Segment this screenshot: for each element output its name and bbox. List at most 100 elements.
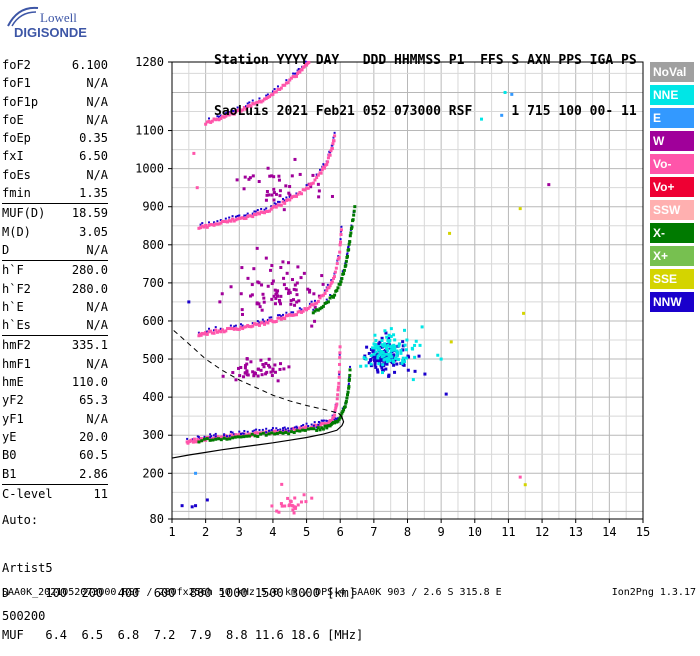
trace-point	[326, 160, 330, 164]
cluster-point	[277, 174, 281, 178]
cluster-point	[384, 345, 388, 349]
cluster-point	[389, 327, 393, 331]
station-header: Station YYYY DAY DDD HHMMSS P1 FFS S AXN…	[214, 18, 637, 137]
trace-point	[261, 318, 264, 321]
cluster-point	[271, 279, 275, 283]
trace-point	[323, 291, 327, 295]
x-tick-label: 9	[438, 525, 445, 539]
trace-point	[247, 432, 251, 436]
cluster-point	[271, 369, 275, 373]
trace-point	[192, 437, 196, 441]
trace-point	[266, 318, 269, 321]
trace-point	[338, 345, 342, 349]
trace-point	[348, 368, 352, 372]
trace-point	[227, 113, 231, 117]
trace-point	[284, 314, 288, 318]
trace-point	[204, 331, 208, 335]
param-value: 60.5	[79, 448, 108, 463]
cluster-point	[388, 338, 392, 342]
cluster-point	[380, 366, 384, 370]
trace-point	[286, 198, 290, 202]
cluster-point	[264, 256, 268, 260]
trace-point	[345, 396, 349, 400]
trace-point	[334, 417, 337, 420]
trace-point	[246, 323, 250, 327]
trace-point	[310, 423, 313, 426]
trace-point	[344, 263, 348, 267]
param-row: h`F 280.0	[2, 261, 108, 279]
legend-item: Vo-	[650, 154, 694, 174]
trace-point	[251, 324, 255, 328]
cluster-point	[261, 292, 265, 296]
header-values: SaoLuis 2021 Feb21 052 073000 RSF 1 715 …	[214, 104, 637, 119]
cluster-point	[388, 354, 392, 358]
cluster-point	[389, 334, 393, 338]
trace-point	[203, 437, 207, 441]
trace-point	[197, 226, 201, 230]
trace-point	[273, 202, 276, 205]
trace-point	[295, 192, 298, 195]
trace-point	[281, 431, 285, 435]
trace-point	[302, 65, 306, 69]
trace-point	[219, 438, 223, 442]
cluster-point	[296, 265, 300, 269]
cluster-point	[292, 511, 296, 515]
cluster-point	[270, 174, 274, 178]
cluster-point	[369, 362, 373, 366]
trace-point	[232, 219, 236, 223]
trace-point	[207, 119, 211, 123]
y-tick-label: 400	[142, 390, 164, 404]
trace-point	[349, 227, 353, 231]
y-tick-label: 80	[150, 512, 164, 526]
param-row: M(D) 3.05	[2, 223, 108, 241]
cluster-point	[385, 347, 389, 351]
param-row: foEp 0.35	[2, 129, 108, 147]
trace-point	[332, 139, 336, 143]
trace-point	[298, 426, 302, 430]
trace-point	[300, 425, 303, 428]
trace-point	[233, 435, 237, 439]
param-key: foEp	[2, 131, 31, 146]
trace-point	[353, 205, 357, 209]
scatter-point	[192, 151, 196, 155]
trace-point	[258, 429, 261, 432]
trace-point	[318, 296, 322, 300]
trace-point	[301, 428, 305, 432]
trace-point	[270, 428, 273, 431]
cluster-point	[311, 173, 315, 177]
y-tick-label: 900	[142, 200, 164, 214]
trace-point	[229, 219, 233, 223]
trace-point	[204, 223, 208, 227]
trace-point	[292, 72, 295, 75]
trace-point	[337, 375, 341, 379]
trace-point	[335, 288, 339, 292]
trace-point	[264, 97, 268, 101]
trace-point	[311, 311, 315, 315]
param-key: hmE	[2, 375, 24, 390]
trace-point	[258, 97, 261, 100]
trace-point	[323, 424, 327, 428]
trace-point	[276, 429, 279, 432]
trace-point	[251, 102, 255, 106]
trace-point	[326, 156, 330, 160]
cluster-point	[277, 510, 281, 514]
cluster-point	[274, 292, 278, 296]
trace-point	[306, 186, 310, 190]
ionogram-chart: 1 2 3 4 5 6 7 8 9 10 11 12 13 14 158020030040050060070…	[135, 55, 650, 539]
trace-point	[348, 234, 352, 238]
y-tick-label: 1000	[135, 162, 164, 176]
trace-point	[287, 429, 290, 432]
cluster-point	[364, 357, 368, 361]
trace-point	[321, 293, 325, 297]
trace-point	[217, 222, 221, 226]
trace-point	[283, 201, 287, 205]
x-tick-label: 7	[370, 525, 377, 539]
param-value: N/A	[86, 356, 108, 371]
trace-point	[310, 300, 313, 303]
trace-point	[339, 280, 343, 284]
cluster-point	[411, 347, 415, 351]
cluster-point	[259, 368, 263, 372]
trace-point	[269, 318, 273, 322]
trace-point	[281, 316, 285, 320]
cluster-point	[265, 193, 269, 197]
